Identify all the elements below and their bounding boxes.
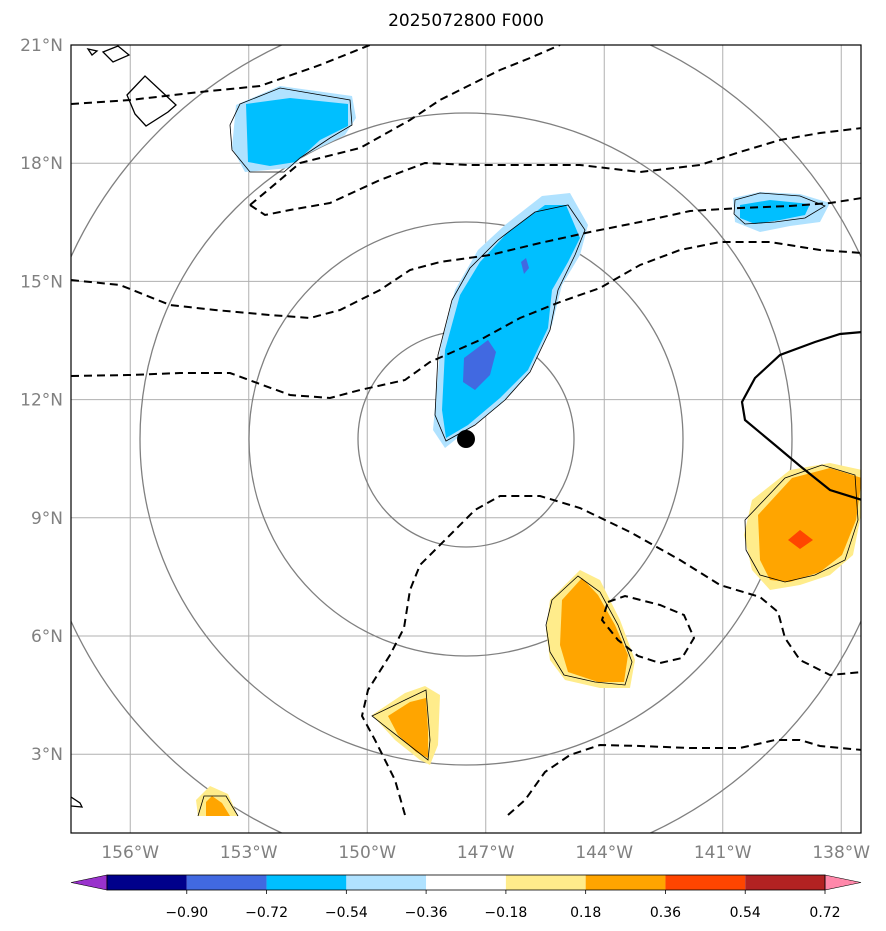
anomaly-shape-royal-blue-1 bbox=[463, 340, 496, 390]
range-ring-2 bbox=[248, 221, 684, 657]
colorbar-segment bbox=[186, 875, 267, 890]
colorbar-tick-label: −0.36 bbox=[405, 905, 448, 921]
island-lanai bbox=[86, 48, 99, 56]
colorbar-segment bbox=[266, 875, 347, 890]
colorbar-tick-label: 0.18 bbox=[570, 905, 601, 921]
lon-tick-label: 138°W bbox=[812, 843, 870, 863]
colorbar-tick-label: −0.54 bbox=[325, 905, 368, 921]
lat-tick-label: 21°N bbox=[20, 36, 63, 56]
lat-tick-label: 18°N bbox=[20, 154, 63, 174]
colorbar-tick-label: 0.54 bbox=[730, 905, 761, 921]
contour-thin-2 bbox=[733, 192, 826, 225]
colorbar-tick-label: 0.36 bbox=[650, 905, 681, 921]
colorbar-tick-label: 0.72 bbox=[809, 905, 840, 921]
longitude-tick-labels: 156°W 153°W 150°W 147°W 144°W 141°W 138°W bbox=[101, 843, 870, 863]
positive-anomaly-shading-mid bbox=[206, 468, 861, 816]
island-coast-sw bbox=[71, 796, 84, 808]
anomaly-shape-orange-3 bbox=[388, 698, 428, 758]
dashed-contour-1 bbox=[71, 45, 371, 105]
contour-thin-7 bbox=[197, 795, 239, 817]
dashed-contours bbox=[71, 45, 861, 816]
lat-tick-label: 12°N bbox=[20, 391, 63, 411]
coastlines bbox=[71, 45, 177, 808]
anomaly-shape-royal-blue-2 bbox=[521, 258, 529, 274]
anomaly-shape-orange-4 bbox=[206, 796, 230, 816]
lon-tick-label: 141°W bbox=[694, 843, 752, 863]
island-hawaii bbox=[126, 75, 177, 127]
contour-thin-4 bbox=[744, 464, 859, 583]
colorbar-segment bbox=[505, 875, 586, 890]
lat-tick-label: 9°N bbox=[31, 509, 63, 529]
lon-tick-label: 153°W bbox=[220, 843, 278, 863]
lon-tick-label: 150°W bbox=[338, 843, 396, 863]
map-title: 2025072800 F000 bbox=[388, 11, 544, 31]
gridlines bbox=[71, 45, 861, 833]
dashed-contour-2 bbox=[249, 45, 561, 206]
map-frame bbox=[70, 44, 862, 834]
lat-tick-label: 6°N bbox=[31, 627, 63, 647]
solid-contour bbox=[740, 330, 861, 501]
dashed-contour-5 bbox=[71, 241, 861, 400]
island-maui bbox=[101, 45, 131, 63]
colorbar-segment bbox=[665, 875, 746, 890]
colorbar-segment bbox=[745, 875, 825, 890]
contour-thin-5 bbox=[545, 575, 633, 686]
colorbar-segment bbox=[426, 875, 506, 890]
anomaly-shape-orange-1 bbox=[758, 468, 861, 582]
dashed-contour-7 bbox=[600, 594, 696, 665]
contour-thin-6 bbox=[371, 689, 431, 761]
colorbar-segment bbox=[585, 875, 666, 890]
colorbar-extend-low bbox=[70, 874, 108, 891]
colorbar-tick-label: −0.18 bbox=[484, 905, 527, 921]
colorbar: −0.90 −0.72 −0.54 −0.36 −0.18 0.18 0.36 0.54 0.7… bbox=[70, 874, 862, 921]
latitude-tick-labels: 21°N 18°N 15°N 12°N 9°N 6°N 3°N bbox=[20, 36, 63, 765]
colorbar-segments bbox=[70, 874, 862, 891]
storm-center-marker bbox=[457, 430, 475, 448]
dashed-contour-3 bbox=[249, 127, 861, 217]
contour-thin-1 bbox=[229, 87, 353, 173]
colorbar-tick-label: −0.90 bbox=[165, 905, 208, 921]
map-area bbox=[71, 45, 861, 833]
colorbar-extend-high bbox=[824, 874, 862, 891]
anomaly-shape-orange-2 bbox=[560, 578, 628, 682]
colorbar-tick-label: −0.72 bbox=[245, 905, 288, 921]
dashed-contour-8 bbox=[507, 739, 861, 816]
lon-tick-label: 156°W bbox=[101, 843, 159, 863]
lon-tick-label: 144°W bbox=[575, 843, 633, 863]
lat-tick-label: 15°N bbox=[20, 272, 63, 292]
range-ring-3 bbox=[139, 112, 793, 766]
lat-tick-label: 3°N bbox=[31, 745, 63, 765]
anomaly-shape-red-orange-1 bbox=[788, 530, 813, 549]
colorbar-outline bbox=[106, 874, 826, 891]
colorbar-segment bbox=[346, 875, 427, 890]
colorbar-segment bbox=[107, 875, 187, 890]
anomaly-shape-blue-1 bbox=[246, 98, 348, 166]
negative-anomaly-shading-core bbox=[463, 258, 529, 390]
thin-contours bbox=[197, 87, 859, 817]
anomaly-shape-blue-3 bbox=[442, 205, 580, 438]
dashed-contour-6 bbox=[360, 495, 861, 816]
colorbar-tick-labels: −0.90 −0.72 −0.54 −0.36 −0.18 0.18 0.36 0.54 0.7… bbox=[165, 890, 841, 921]
dashed-contour-4 bbox=[71, 197, 861, 320]
lon-tick-label: 147°W bbox=[457, 843, 515, 863]
